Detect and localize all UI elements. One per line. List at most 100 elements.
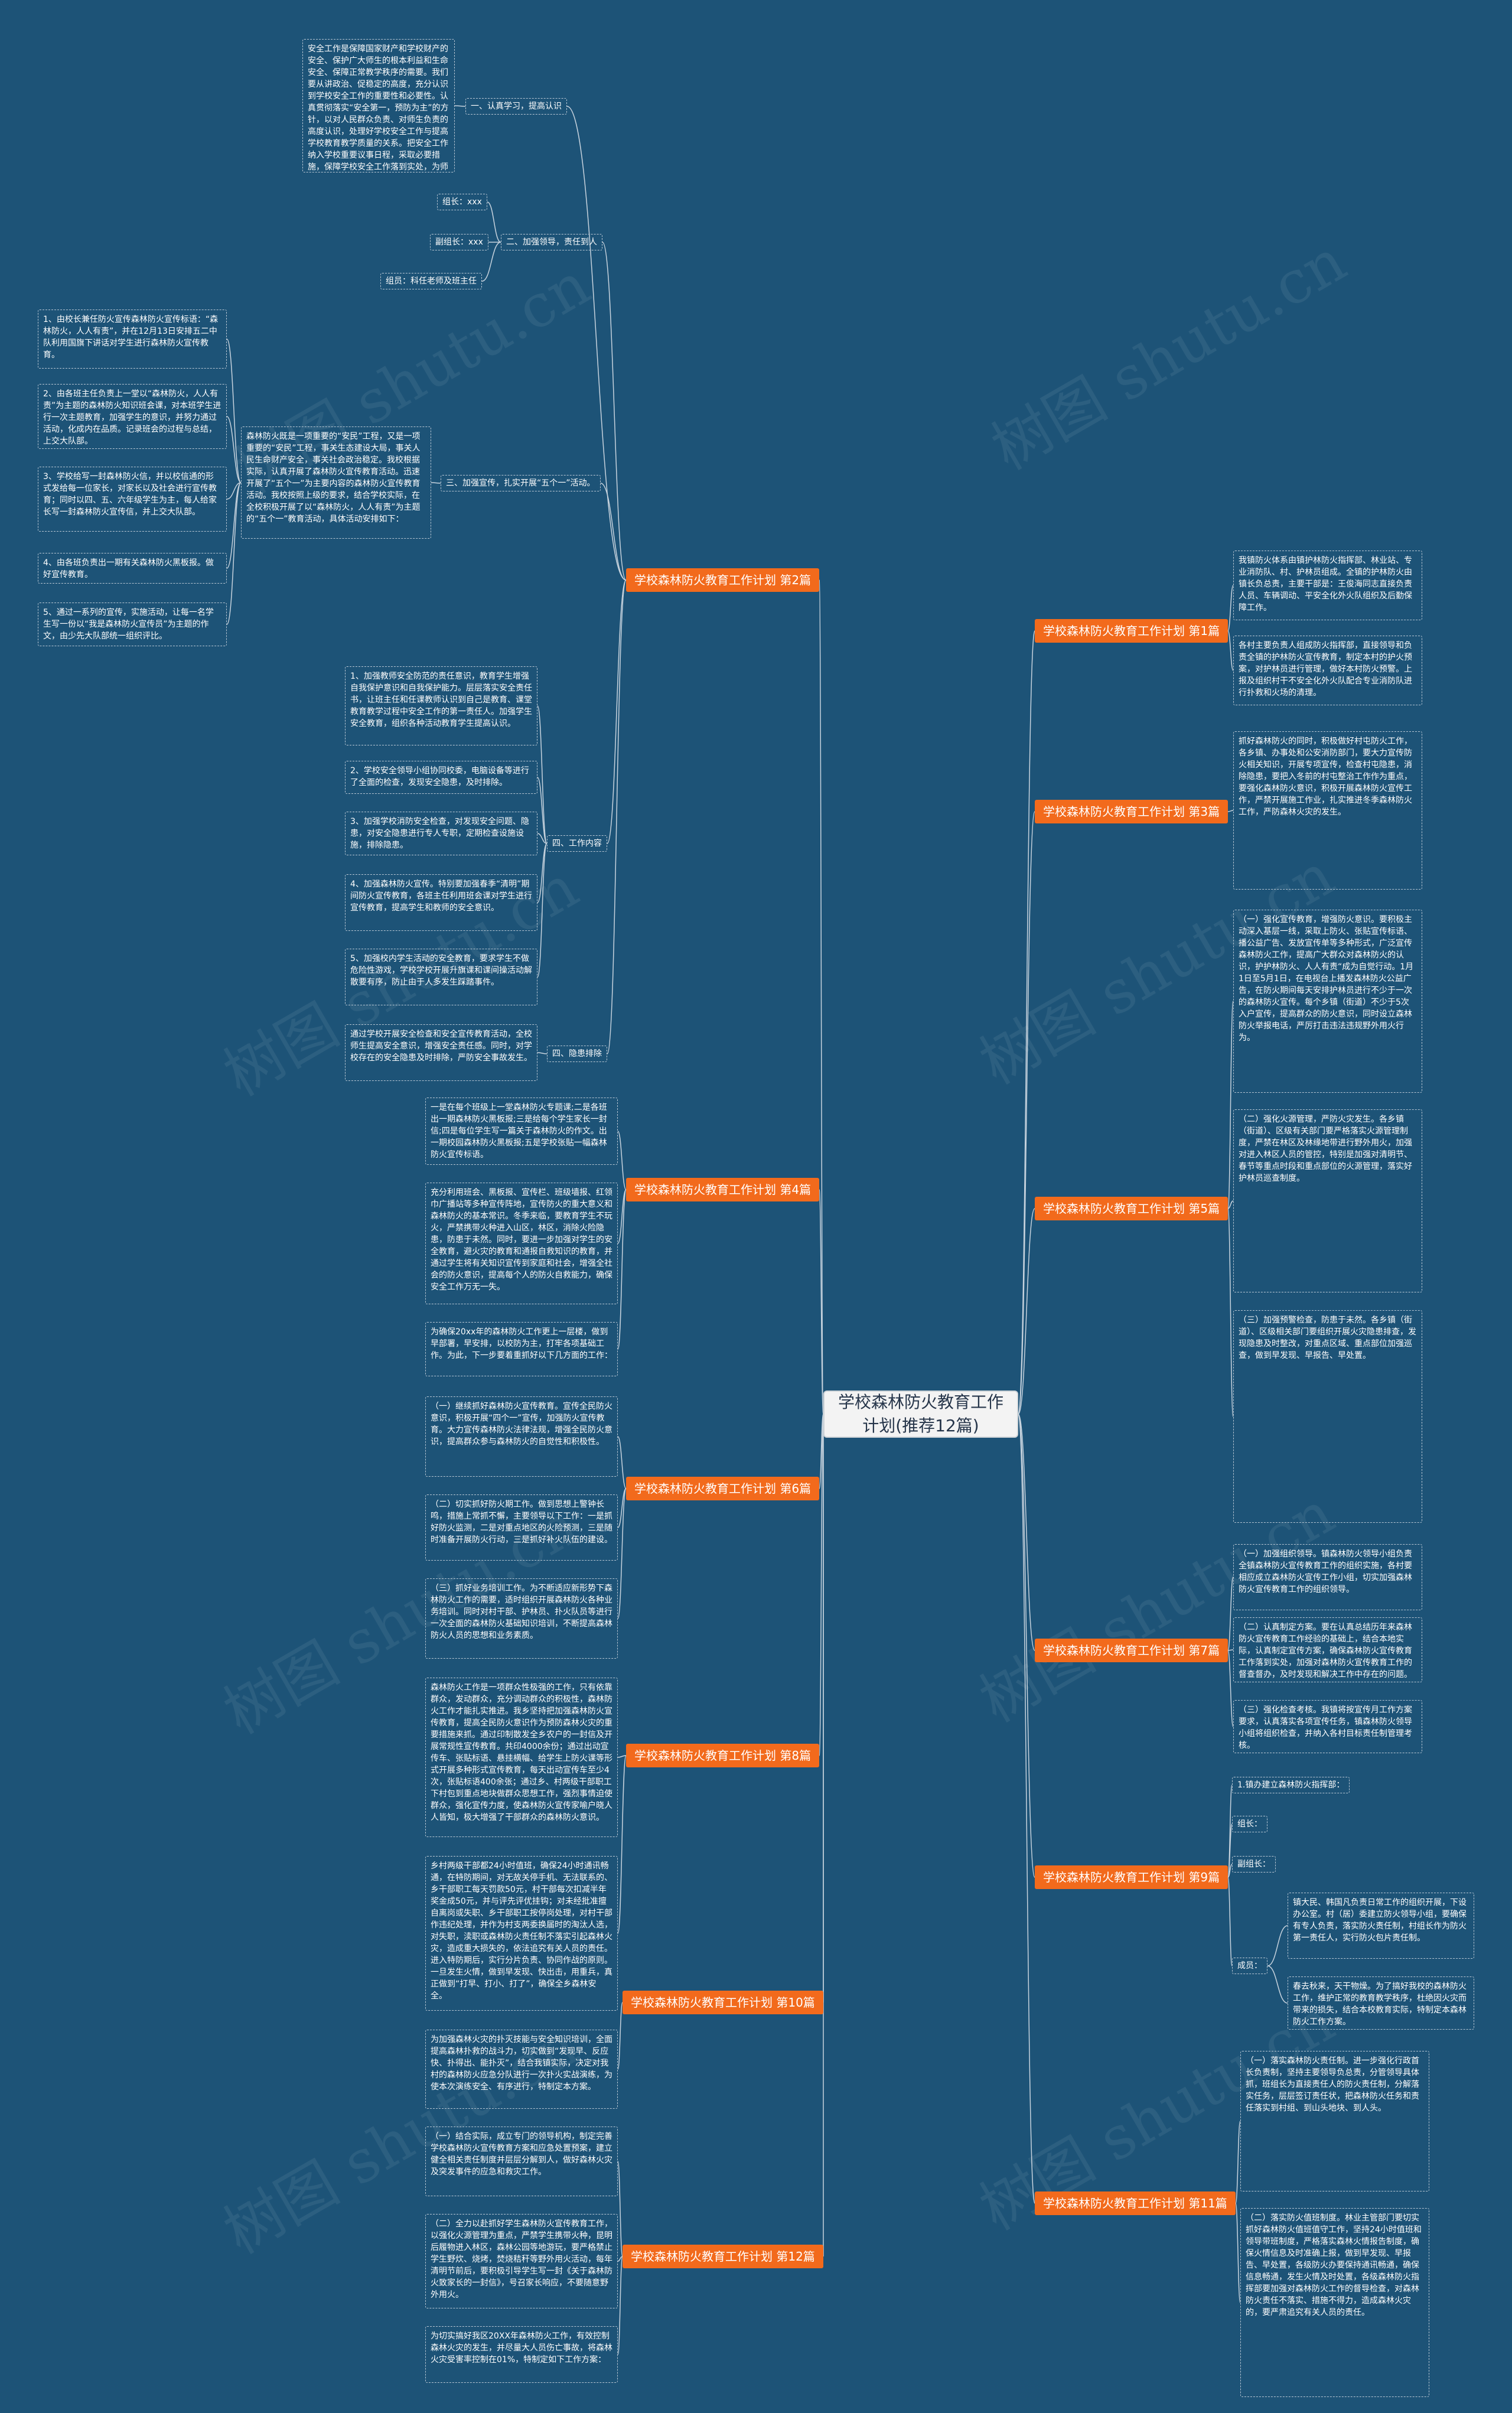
connector-line [537, 843, 548, 903]
connector-line [537, 705, 548, 844]
part8-text: 乡村两级干部都24小时值班，确保24小时通讯畅通，在特防期间，对无故关停手机、无… [425, 1856, 618, 2011]
connector-line [487, 201, 501, 243]
part2-activity-item: 5、通过一系列的宣传，实施活动，让每一名学生写一份以“我是森林防火宣传员”为主题… [38, 603, 227, 646]
connector-line [537, 843, 548, 978]
part2-heading-work[interactable]: 四、工作内容 [547, 835, 607, 852]
part9-extra-text: 春去秋来，天干物燥。为了搞好我校的森林防火工作，维护正常的教育教学秩序，杜绝因火… [1288, 1976, 1474, 2030]
part1-text: 各村主要负责人组成防火指挥部，直接领导和负责全镇的护林防火宣传教育，制定本村的护… [1233, 636, 1422, 705]
part5-text: （三）加强预警检查，防患于未然。各乡镇（街道）、区级相关部门要组织开展火灾隐患排… [1233, 1310, 1422, 1523]
category-part-9[interactable]: 学校森林防火教育工作计划 第9篇 [1035, 1865, 1228, 1889]
connector-line [1267, 1965, 1288, 2004]
connector-line [1235, 2203, 1241, 2303]
part6-text: （一）继续抓好森林防火宣传教育。宣传全民防火意识，积极开展“四个一”宣传，加强防… [425, 1396, 618, 1477]
part2-members: 组员：科任老师及班主任 [380, 273, 482, 289]
part2-heading-leadership[interactable]: 二、加强领导，责任到人 [501, 234, 602, 250]
part2-heading-study[interactable]: 一、认真学习，提高认识 [465, 98, 567, 115]
part2-work-item: 1、加强教师安全防范的责任意识，教育学生增强自我保护意识和自我保护能力。层层落实… [345, 666, 537, 745]
connector-line [617, 1488, 627, 1528]
part2-heading-hazards[interactable]: 四、隐患排除 [547, 1046, 607, 1062]
part6-text: （三）抓好业务培训工作。为不断适应新形势下森林防火工作的需要，适时组织开展森林防… [425, 1578, 618, 1659]
connector-line [617, 1189, 627, 1350]
connector-line [226, 482, 242, 625]
part11-text: （一）落实森林防火责任制。进一步强化行政首长负责制，坚持主要领导负总责，分管领导… [1240, 2051, 1429, 2191]
connector-line [617, 1189, 627, 1244]
part9-members: 成员： [1232, 1958, 1267, 1974]
part5-text: （二）强化火源管理，严防火灾发生。各乡镇（街道）、区级有关部门要严格落实火源管理… [1233, 1109, 1422, 1292]
category-part-11[interactable]: 学校森林防火教育工作计划 第11篇 [1035, 2191, 1236, 2215]
part7-text: （三）强化检查考核。我镇将按宣传月工作方案要求，认真落实各项宣传任务，镇森林防火… [1233, 1700, 1422, 1753]
connector-line [1227, 1577, 1234, 1651]
connector-line [537, 1052, 548, 1054]
category-part-1[interactable]: 学校森林防火教育工作计划 第1篇 [1035, 619, 1228, 643]
category-part-12[interactable]: 学校森林防火教育工作计划 第12篇 [623, 2245, 823, 2268]
part6-text: （二）切实抓好防火期工作。做到思想上警钟长鸣，措施上常抓不懈，主要领导以下工作：… [425, 1494, 618, 1561]
part9-deputy-leader: 副组长： [1232, 1856, 1276, 1873]
connector-line [607, 579, 627, 844]
connector-line [819, 1414, 824, 1489]
category-part-3[interactable]: 学校森林防火教育工作计划 第3篇 [1035, 800, 1228, 823]
category-part-8[interactable]: 学校森林防火教育工作计划 第8篇 [626, 1744, 820, 1767]
connector-line [600, 483, 627, 581]
connector-line [226, 482, 242, 500]
connector-line [617, 1131, 627, 1190]
part4-text: 充分利用班会、黑板报、宣传栏、班级墙报、红领巾广播站等多种宣传阵地，宣传防火的重… [425, 1183, 618, 1304]
part2-work-item: 2、学校安全领导小组协同校委，电脑设备等进行了全面的检查，发现安全隐患，及时排除… [345, 761, 537, 794]
part2-work-item: 4、加强森林防火宣传。特别要加强春季“清明”期间防火宣传教育，各班主任利用班会课… [345, 874, 537, 931]
connector-line [226, 482, 242, 569]
connector-line [1227, 1877, 1233, 1966]
part9-heading[interactable]: 1.镇办建立森林防火指挥部： [1232, 1777, 1350, 1793]
connector-line [1018, 1208, 1035, 1415]
connector-line [819, 579, 824, 1415]
connector-line [1227, 1650, 1234, 1727]
part2-activity-item: 2、由各班主任负责上一堂以“森林防火，人人有责”为主题的森林防火知识班会课，对本… [38, 384, 227, 449]
connector-line [617, 2256, 623, 2262]
category-part-6[interactable]: 学校森林防火教育工作计划 第6篇 [626, 1477, 820, 1500]
part2-work-item: 5、加强校内学生活动的安全教育，要求学生不做危险性游戏，学校学校开展升旗课和课间… [345, 949, 537, 1005]
connector-line [617, 2161, 623, 2257]
part2-deputy-leader: 副组长：xxx [430, 234, 488, 250]
part7-text: （二）认真制定方案。要在认真总结历年来森林防火宣传教育工作经验的基础上，结合本地… [1233, 1617, 1422, 1682]
part3-text: 抓好森林防火的同时，积极做好村屯防火工作，各乡镇、办事处和公安消防部门，要大力宣… [1233, 731, 1422, 890]
connector-line [1018, 1414, 1035, 1651]
part2-heading-publicity[interactable]: 三、加强宣传，扎实开展“五个一”活动。 [441, 475, 601, 491]
connector-line [617, 1436, 627, 1489]
connector-line [617, 2256, 623, 2355]
part2-study-text: 安全工作是保障国家财产和学校财产的安全、保护广大师生的根本利益和生命安全、保障正… [302, 39, 455, 172]
category-part-5[interactable]: 学校森林防火教育工作计划 第5篇 [1035, 1197, 1228, 1220]
connector-line [1227, 1208, 1234, 1417]
connector-line [1227, 1001, 1234, 1209]
connector-line [1267, 1925, 1288, 1966]
connector-line [566, 106, 627, 581]
part12-text: （二）全力以赴抓好学生森林防火宣传教育工作，以强化火源管理为重点，严禁学生携带火… [425, 2214, 618, 2308]
category-part-7[interactable]: 学校森林防火教育工作计划 第7篇 [1035, 1639, 1228, 1662]
category-part-4[interactable]: 学校森林防火教育工作计划 第4篇 [626, 1178, 820, 1201]
connector-line [481, 242, 501, 282]
part7-text: （一）加强组织领导。镇森林防火领导小组负责全镇森林防火宣传教育工作的组织实施，各… [1233, 1544, 1422, 1610]
part2-activity-item: 4、由各班负责出一期有关森林防火黑板报。做好宣传教育。 [38, 553, 227, 584]
connector-line [1227, 1200, 1234, 1209]
connector-line [226, 416, 242, 483]
connector-line [537, 777, 548, 844]
part12-text: 为切实搞好我区20XX年森林防火工作，有效控制森林火灾的发生，并尽量大人员伤亡事… [425, 2326, 618, 2383]
part8-text: 森林防火工作是一项群众性极强的工作，只有依靠群众，发动群众，充分调动群众的积极性… [425, 1678, 618, 1837]
part9-members-text: 镇大民、韩国凡负责日常工作的组织开展，下设办公室。村（居）委建立防火领导小组，要… [1288, 1893, 1474, 1959]
category-part-2[interactable]: 学校森林防火教育工作计划 第2篇 [626, 568, 820, 592]
part4-text: 为确保20xx年的森林防火工作更上一层楼，做到早部署，早安排，以校防为主，打牢各… [425, 1322, 618, 1376]
connector-line [607, 579, 627, 1054]
connector-line [819, 1189, 824, 1415]
category-part-10[interactable]: 学校森林防火教育工作计划 第10篇 [623, 1991, 823, 2014]
connector-line [1227, 1864, 1233, 1878]
part2-hazards-text: 通过学校开展安全检查和安全宣传教育活动，全校师生提高安全意识，增强安全责任感。同… [345, 1024, 537, 1081]
part5-text: （一）强化宣传教育，增强防火意识。要积极主动深入基层一线，采取上防火、张贴宣传标… [1233, 910, 1422, 1093]
part1-text: 我镇防火体系由镇护林防火指挥部、林业站、专业消防队、村、护林员组成。全镇的护林防… [1233, 551, 1422, 620]
connector-line [602, 242, 627, 581]
part2-activity-item: 1、由校长兼任防火宣传森林防火宣传标语：“森林防火，人人有责”，并在12月13日… [38, 310, 227, 369]
connector-line [1227, 1784, 1233, 1878]
part2-leader: 组长：xxx [437, 194, 487, 210]
part2-publicity-text: 森林防火既是一项重要的“安民”工程，又是一项重要的“安民”工程，事关生态建设大局… [241, 426, 431, 539]
connector-line [617, 1488, 627, 1619]
root-topic[interactable]: 学校森林防火教育工作计划(推荐12篇) [823, 1391, 1018, 1438]
connector-line [1227, 1823, 1233, 1878]
connector-line [537, 833, 548, 844]
